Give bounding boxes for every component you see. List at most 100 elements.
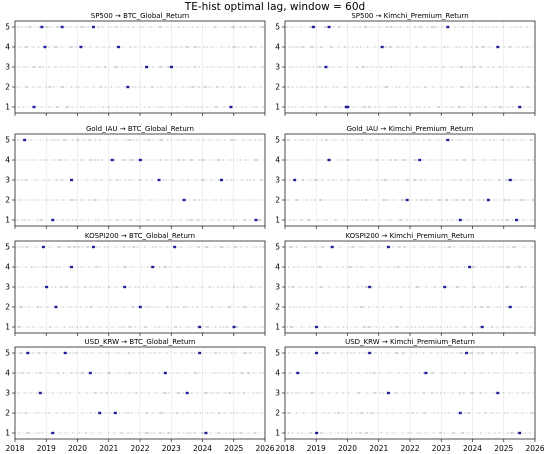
minor-point xyxy=(240,86,242,88)
minor-point xyxy=(145,159,147,161)
minor-point xyxy=(347,306,348,308)
minor-point xyxy=(207,266,209,268)
minor-point xyxy=(452,219,454,221)
minor-point xyxy=(102,106,104,108)
minor-point xyxy=(512,66,514,68)
minor-point xyxy=(196,372,197,374)
highlight-point xyxy=(468,265,472,269)
minor-point xyxy=(55,286,56,288)
minor-point xyxy=(287,286,289,288)
minor-point xyxy=(288,46,290,48)
minor-point xyxy=(372,432,374,434)
minor-point xyxy=(321,199,323,201)
minor-point xyxy=(428,326,430,328)
minor-point xyxy=(376,179,378,181)
minor-point xyxy=(482,306,484,308)
minor-point xyxy=(425,412,426,414)
minor-point xyxy=(289,66,291,68)
minor-point xyxy=(150,199,152,201)
minor-point xyxy=(496,266,498,268)
minor-point xyxy=(149,46,151,48)
minor-point xyxy=(453,246,455,248)
minor-point xyxy=(501,352,503,354)
minor-point xyxy=(183,412,185,414)
y-tick-label: 2 xyxy=(5,196,10,205)
minor-point xyxy=(391,26,393,28)
minor-point xyxy=(237,326,239,328)
minor-point xyxy=(502,26,504,28)
minor-point xyxy=(187,106,189,108)
minor-point xyxy=(528,106,530,108)
minor-point xyxy=(195,412,197,414)
minor-point xyxy=(210,392,212,394)
minor-point xyxy=(506,66,507,68)
minor-point xyxy=(446,86,448,88)
minor-point xyxy=(262,326,264,328)
minor-point xyxy=(28,372,30,374)
minor-point xyxy=(293,286,295,288)
minor-point xyxy=(507,286,509,288)
minor-point xyxy=(142,26,144,28)
x-tick-label: 2020 xyxy=(68,444,87,453)
y-tick-label: 3 xyxy=(275,176,280,185)
minor-point xyxy=(240,246,242,248)
highlight-point xyxy=(458,411,462,415)
minor-point xyxy=(342,139,344,141)
minor-point xyxy=(499,179,501,181)
minor-point xyxy=(412,66,414,68)
minor-point xyxy=(107,246,109,248)
minor-point xyxy=(251,286,253,288)
minor-point xyxy=(437,412,439,414)
minor-point xyxy=(366,412,368,414)
minor-point xyxy=(432,306,434,308)
minor-point xyxy=(412,412,414,414)
minor-point xyxy=(510,46,512,48)
minor-point xyxy=(120,392,122,394)
minor-point xyxy=(191,392,193,394)
minor-point xyxy=(429,66,431,68)
minor-point xyxy=(452,392,454,394)
minor-point xyxy=(222,246,224,248)
subplot-title: SP500 → Kimchi_Premium_Return xyxy=(351,12,468,20)
subplot-title: USD_KRW → Kimchi_Premium_Return xyxy=(345,338,475,346)
minor-point xyxy=(429,139,431,141)
minor-point xyxy=(479,26,481,28)
minor-point xyxy=(198,86,200,88)
minor-point xyxy=(78,432,80,434)
minor-point xyxy=(517,86,519,88)
minor-point xyxy=(181,179,183,181)
minor-point xyxy=(169,432,171,434)
minor-point xyxy=(463,412,465,414)
minor-point xyxy=(71,106,73,108)
minor-point xyxy=(110,179,112,181)
minor-point xyxy=(316,86,318,88)
minor-point xyxy=(237,286,239,288)
minor-point xyxy=(192,219,194,221)
minor-point xyxy=(456,266,458,268)
minor-point xyxy=(261,266,263,268)
minor-point xyxy=(55,66,57,68)
minor-point xyxy=(129,246,130,248)
minor-point xyxy=(342,266,344,268)
minor-point xyxy=(442,372,444,374)
highlight-point xyxy=(151,265,155,269)
minor-point xyxy=(512,179,514,181)
minor-point xyxy=(100,306,101,308)
minor-point xyxy=(291,106,293,108)
minor-point xyxy=(34,66,36,68)
minor-point xyxy=(219,432,221,434)
minor-point xyxy=(72,139,73,141)
minor-point xyxy=(416,46,418,48)
minor-point xyxy=(412,372,414,374)
minor-point xyxy=(369,372,371,374)
minor-point xyxy=(428,266,430,268)
minor-point xyxy=(452,139,454,141)
minor-point xyxy=(204,46,206,48)
minor-point xyxy=(52,392,54,394)
minor-point xyxy=(447,199,449,201)
minor-point xyxy=(260,246,262,248)
minor-point xyxy=(219,412,221,414)
minor-point xyxy=(499,246,501,248)
minor-point xyxy=(225,432,227,434)
minor-point xyxy=(350,266,352,268)
